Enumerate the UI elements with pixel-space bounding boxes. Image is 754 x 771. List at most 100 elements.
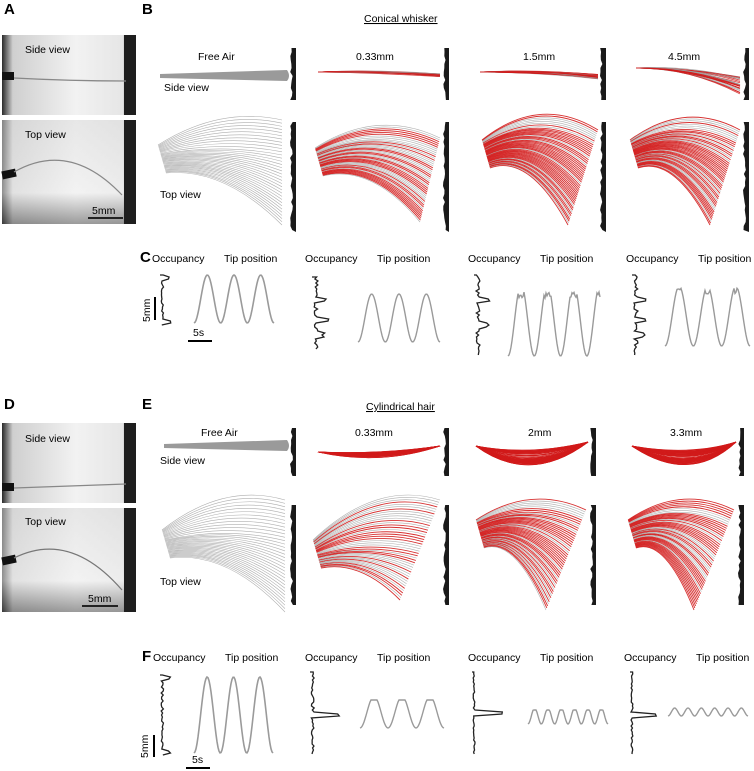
whisker-trace <box>629 118 740 141</box>
panel-title-b: Conical whisker <box>364 13 438 25</box>
whisker-trace <box>313 508 435 545</box>
whisker-trace <box>322 173 421 223</box>
whisker-trace <box>631 131 735 148</box>
hair-trace <box>317 445 441 454</box>
whisker-trace <box>482 539 555 590</box>
occupancy-trace <box>160 674 172 756</box>
whisker-trace <box>481 537 557 584</box>
whisker-trace <box>631 527 716 558</box>
contact-wall <box>600 122 606 232</box>
hair-trace <box>631 441 737 451</box>
whisker-trace <box>635 154 720 196</box>
whisker-trace <box>635 543 699 600</box>
whisker-trace <box>627 500 734 521</box>
whisker-trace <box>319 157 429 187</box>
whisker-trace <box>636 158 717 205</box>
side-view-whisker-traces-b <box>160 48 749 100</box>
whisker-trace <box>486 148 582 185</box>
whisker-trace <box>480 531 564 568</box>
whisker-trace <box>627 498 735 521</box>
occupancy-tip-traces-c <box>160 274 751 357</box>
whisker-trace <box>160 146 283 154</box>
whisker-trace <box>318 554 414 568</box>
whisker-trace <box>162 501 286 532</box>
whisker-trace <box>477 513 580 527</box>
whisker-trace <box>635 546 695 611</box>
whisker-trace <box>629 515 726 533</box>
whisker-trace <box>635 153 721 192</box>
condition-label: 3.3mm <box>670 427 702 439</box>
whisker-trace <box>317 549 417 559</box>
contact-wall <box>738 505 744 605</box>
whisker-trace <box>317 546 419 556</box>
whisker-trace <box>637 165 711 224</box>
whisker-trace <box>483 544 549 605</box>
whisker-trace <box>631 132 735 149</box>
contact-wall <box>290 505 296 605</box>
whisker-trace <box>482 124 595 144</box>
whisker-trace <box>633 535 708 578</box>
whisker-trace <box>628 504 732 523</box>
whisker-trace <box>628 510 730 524</box>
whisker-trace <box>636 158 717 207</box>
scale-x-label-c: 5s <box>193 327 204 339</box>
whisker-trace <box>316 140 437 156</box>
whisker-trace <box>162 504 286 533</box>
whisker-trace <box>165 538 286 555</box>
whisker-trace <box>318 152 431 178</box>
occupancy-tip-traces-f <box>160 671 749 756</box>
whisker-trace <box>316 141 436 158</box>
whisker-trace <box>321 168 423 212</box>
whisker-trace <box>479 526 569 556</box>
panel-letter-a: A <box>4 1 15 18</box>
whisker-trace <box>632 530 713 566</box>
tip-position-trace <box>664 286 751 347</box>
occupancy-trace <box>474 274 491 356</box>
whisker-trace <box>488 159 574 211</box>
hair-trace <box>631 441 737 453</box>
whisker-trace <box>169 554 286 603</box>
whisker-trace <box>317 548 418 557</box>
whisker-trace <box>480 532 562 572</box>
whisker-trace <box>315 531 426 551</box>
whisker-trace <box>632 138 731 161</box>
whisker-trace <box>316 142 436 159</box>
contact-wall <box>743 48 749 100</box>
whisker-trace <box>634 148 724 183</box>
whisker-trace <box>317 144 435 163</box>
hair-trace <box>631 441 737 461</box>
whisker-trace <box>476 508 583 524</box>
whisker-trace <box>484 135 590 159</box>
hair-trace <box>475 441 589 454</box>
whisker-trace <box>162 156 283 175</box>
whisker-trace <box>164 168 283 213</box>
whisker-trace <box>632 531 712 568</box>
whisker-trace <box>314 510 434 545</box>
scale-bars-f: 5mm 5s <box>139 734 210 769</box>
hair-trace <box>475 441 589 460</box>
whisker-trace <box>320 164 426 202</box>
whisker-trace <box>633 537 705 586</box>
whisker-trace <box>160 143 283 153</box>
whisker-trace <box>631 526 717 556</box>
whisker-trace <box>478 523 571 550</box>
whisker-trace <box>166 542 286 565</box>
whisker-trace <box>488 160 572 215</box>
tip-position-label: Tip position <box>540 253 593 265</box>
whisker-trace <box>482 540 554 592</box>
whisker-trace <box>489 162 571 220</box>
panel-letter-f: F <box>142 648 151 665</box>
whisker-trace <box>633 146 726 177</box>
whisker-trace <box>479 525 570 554</box>
photo-side-view-d: Side view <box>2 423 136 503</box>
tip-position-label: Tip position <box>377 253 430 265</box>
whisker-trace <box>637 163 713 218</box>
whisker-trace <box>159 140 283 153</box>
whisker-trace <box>630 520 722 543</box>
whisker-trace <box>167 544 286 572</box>
condition-label: 0.33mm <box>356 51 394 63</box>
whisker-trace <box>476 502 585 522</box>
whisker-trace <box>633 535 707 580</box>
whisker-trace <box>488 158 574 209</box>
whisker-trace <box>319 559 408 582</box>
